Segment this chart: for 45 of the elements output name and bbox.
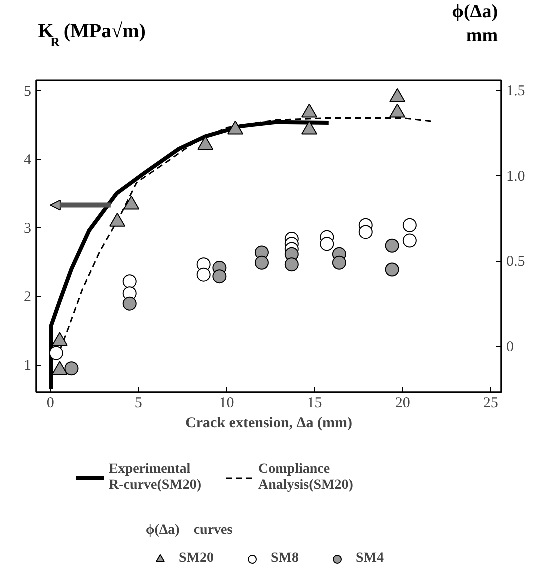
y-tick-label: 4 — [24, 152, 32, 168]
point — [385, 262, 400, 277]
point — [385, 238, 400, 253]
legend-label: Experimental R-curve(SM20) — [109, 462, 202, 494]
legend-label: SM8 — [271, 550, 299, 568]
x-axis-title: Crack extension, Δa (mm) — [186, 416, 352, 432]
point — [320, 237, 334, 252]
point — [122, 274, 137, 289]
legend-title: ϕ(Δa) curves — [146, 523, 234, 539]
y-tick-label: 2 — [24, 290, 32, 306]
point — [228, 120, 244, 135]
y2-tick-label: 0.5 — [506, 254, 526, 270]
point — [402, 218, 417, 232]
y2-tick-label: 1.5 — [506, 84, 526, 100]
point — [358, 225, 373, 240]
point — [284, 258, 299, 272]
x-tick-label: 15 — [307, 396, 322, 412]
y-tick-label: 1 — [24, 358, 32, 374]
point — [302, 120, 318, 135]
legend-label: SM4 — [356, 550, 384, 568]
y2-tick-label: 0 — [506, 339, 514, 356]
legend-label: Compliance Analysis(SM20) — [258, 462, 354, 494]
y2-axis-title: ϕ(Δa) mm — [452, 2, 498, 46]
x-tick-label: 5 — [134, 396, 142, 412]
point — [49, 346, 64, 360]
point — [332, 256, 346, 270]
point — [122, 296, 137, 311]
point — [212, 270, 227, 284]
y-tick-label: 5 — [24, 84, 32, 100]
point — [196, 268, 211, 282]
point — [64, 362, 79, 376]
point — [390, 88, 406, 102]
point — [254, 256, 269, 270]
point — [302, 104, 318, 118]
x-tick-label: 10 — [219, 396, 234, 412]
y-tick-label: 3 — [24, 220, 32, 237]
point — [402, 234, 417, 248]
x-tick-label: 0 — [46, 396, 54, 412]
x-tick-label: 20 — [395, 396, 410, 412]
point — [390, 104, 406, 118]
x-tick-label: 25 — [483, 396, 498, 412]
legend-label: SM20 — [179, 550, 214, 568]
y2-tick-label: 1.0 — [506, 168, 526, 185]
point — [198, 136, 214, 150]
point — [124, 196, 140, 210]
